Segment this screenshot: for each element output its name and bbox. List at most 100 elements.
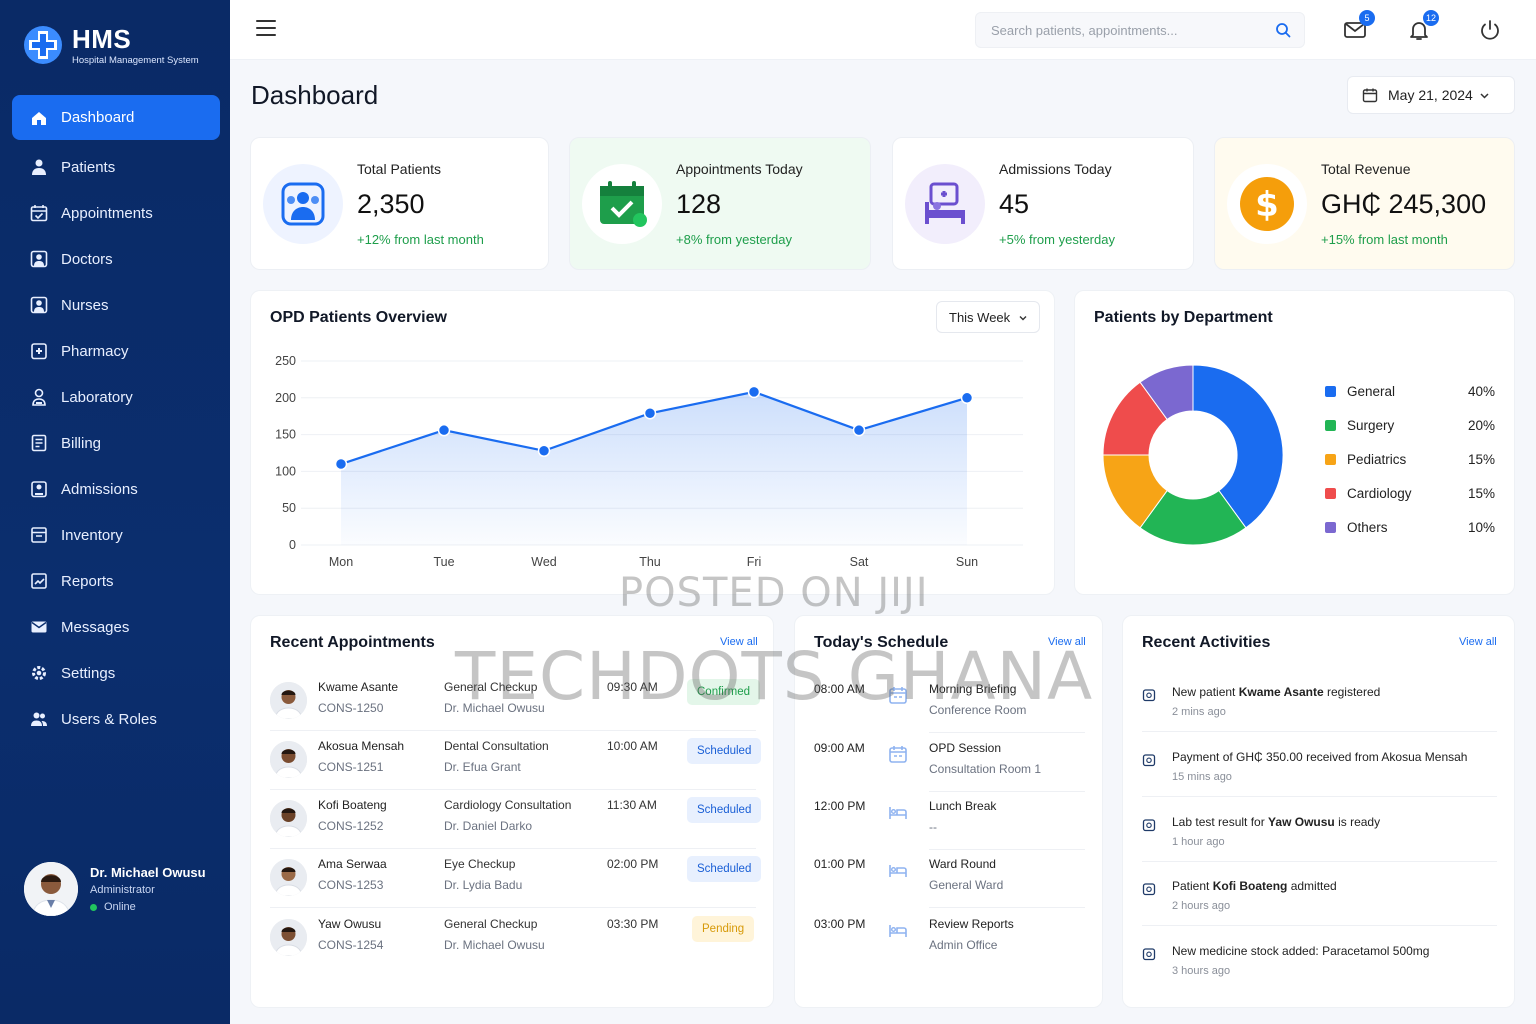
x-tick-label: Fri: [747, 555, 762, 569]
stat-card-admissions-today[interactable]: Admissions Today 45 +5% from yesterday: [892, 137, 1194, 270]
power-icon[interactable]: [1478, 18, 1502, 42]
legend-label: Others: [1347, 519, 1388, 535]
activity-time: 15 mins ago: [1172, 771, 1232, 783]
sidebar-item-patients[interactable]: Patients: [12, 144, 220, 190]
schedule-item[interactable]: 03:00 PM Review Reports Admin Office: [814, 917, 1089, 975]
schedule-item[interactable]: 12:00 PM Lunch Break --: [814, 799, 1089, 857]
sidebar-item-messages[interactable]: Messages: [12, 604, 220, 650]
sidebar-item-laboratory[interactable]: Laboratory: [12, 374, 220, 420]
activity-text: Lab test result for Yaw Owusu is ready: [1172, 815, 1380, 829]
topbar: 5 12: [230, 0, 1536, 60]
schedule-item[interactable]: 09:00 AM OPD Session Consultation Room 1: [814, 741, 1089, 799]
patients-group-icon: [263, 163, 343, 244]
sidebar-item-dashboard[interactable]: Dashboard: [12, 95, 220, 140]
sidebar-item-doctors[interactable]: Doctors: [12, 236, 220, 282]
appointment-id: CONS-1252: [318, 819, 384, 833]
appointment-row[interactable]: Yaw Owusu CONS-1254 General Checkup Dr. Mic…: [270, 916, 760, 976]
activity-text-post: is ready: [1334, 815, 1381, 829]
sidebar-item-admissions[interactable]: Admissions: [12, 466, 220, 512]
legend-swatch: [1325, 385, 1336, 397]
stat-value: 128: [676, 188, 722, 219]
patient-name[interactable]: Yaw Owusu: [318, 917, 382, 931]
schedule-item[interactable]: 08:00 AM Morning Briefing Conference Room: [814, 682, 1089, 740]
appointment-type: Dental Consultation: [444, 739, 549, 753]
activity-text-post: registered: [1323, 685, 1381, 699]
department-legend: General 40% Surgery 20% Pediatrics 15% Cardiol…: [1325, 374, 1495, 544]
stat-card-total-revenue[interactable]: $ Total Revenue GH₵ 245,300 +15% from la…: [1214, 137, 1515, 270]
user-profile[interactable]: Dr. Michael Owusu Administrator Online: [24, 862, 206, 916]
y-tick-label: 100: [275, 464, 296, 478]
activities-view-all-link[interactable]: View all: [1459, 636, 1497, 648]
donut-slice-others[interactable]: [1139, 364, 1194, 421]
patient-name[interactable]: Kwame Asante: [318, 680, 399, 694]
activity-time: 2 hours ago: [1172, 900, 1231, 912]
week-select[interactable]: This Week: [936, 301, 1040, 333]
sidebar-item-label: Settings: [61, 664, 116, 682]
activity-time: 3 hours ago: [1172, 965, 1231, 977]
lab-icon: [32, 388, 46, 406]
activity-time: 1 hour ago: [1172, 836, 1225, 848]
patient-name[interactable]: Akosua Mensah: [318, 739, 405, 753]
bell-icon[interactable]: 12: [1407, 10, 1439, 42]
profile-status-label: Online: [104, 901, 136, 913]
row-divider: [270, 789, 756, 790]
doctor-name: Dr. Lydia Badu: [444, 878, 523, 892]
sidebar-item-pharmacy[interactable]: Pharmacy: [12, 328, 220, 374]
schedule-view-all-link[interactable]: View all: [1048, 636, 1086, 648]
week-select-value: This Week: [949, 309, 1011, 325]
hospital-bed-icon: [905, 163, 985, 244]
donut-slice-general[interactable]: [1192, 364, 1284, 529]
appointment-row[interactable]: Kwame Asante CONS-1250 General Checkup Dr. …: [270, 679, 761, 739]
sidebar-item-reports[interactable]: Reports: [12, 558, 220, 604]
appointments-view-all-link[interactable]: View all: [720, 636, 758, 648]
appointment-type: Eye Checkup: [444, 857, 516, 871]
legend-swatch: [1325, 419, 1336, 431]
sidebar-item-inventory[interactable]: Inventory: [12, 512, 220, 558]
schedule-title: Ward Round: [929, 857, 996, 871]
patient-name[interactable]: Ama Serwaa: [318, 857, 387, 871]
appointment-time: 02:00 PM: [607, 857, 659, 871]
legend-value: 40%: [1467, 383, 1495, 399]
search-icon[interactable]: [1275, 22, 1291, 38]
x-tick-label: Sat: [850, 555, 869, 569]
patient-name[interactable]: Kofi Boateng: [318, 798, 387, 812]
sidebar-item-settings[interactable]: Settings: [12, 650, 220, 696]
data-point-tue[interactable]: [437, 423, 451, 437]
search-input[interactable]: [976, 13, 1266, 47]
date-picker[interactable]: May 21, 2024: [1347, 76, 1515, 114]
user-icon: [32, 159, 46, 175]
menu-icon[interactable]: [256, 20, 276, 38]
appointment-row[interactable]: Akosua Mensah CONS-1251 Dental Consultatio…: [270, 738, 762, 798]
mail-icon[interactable]: 5: [1343, 10, 1375, 42]
legend-value: 15%: [1467, 451, 1495, 467]
activity-text-pre: Lab test result for: [1172, 815, 1269, 829]
brand[interactable]: HMS Hospital Management System: [22, 24, 199, 66]
appointment-time: 03:30 PM: [607, 917, 659, 931]
data-point-fri[interactable]: [747, 385, 761, 399]
data-point-mon[interactable]: [334, 457, 348, 471]
sidebar-item-label: Reports: [61, 572, 114, 590]
sidebar-item-billing[interactable]: Billing: [12, 420, 220, 466]
sidebar-item-users-roles[interactable]: Users & Roles: [12, 696, 220, 742]
activity-text: Payment of GH₵ 350.00 received from Akos…: [1172, 750, 1467, 764]
data-point-thu[interactable]: [643, 407, 657, 420]
stat-card-total-patients[interactable]: Total Patients 2,350 +12% from last mont…: [250, 137, 549, 270]
schedule-item[interactable]: 01:00 PM Ward Round General Ward: [814, 857, 1089, 915]
sidebar-item-appointments[interactable]: Appointments: [12, 190, 220, 236]
data-point-wed[interactable]: [537, 444, 551, 458]
appointment-row[interactable]: Ama Serwaa CONS-1253 Eye Checkup Dr. Lydia …: [270, 856, 762, 916]
sidebar-item-label: Nurses: [61, 296, 109, 314]
appointment-time: 11:30 AM: [607, 798, 657, 812]
appointment-row[interactable]: Kofi Boateng CONS-1252 Cardiology Consulta…: [270, 797, 762, 857]
stat-card-appointments-today[interactable]: Appointments Today 128 +8% from yesterda…: [569, 137, 871, 270]
profile-status: Online: [90, 901, 206, 913]
sidebar-item-nurses[interactable]: Nurses: [12, 282, 220, 328]
data-point-sun[interactable]: [960, 391, 974, 405]
pharmacy-icon: [31, 343, 47, 360]
row-divider: [929, 849, 1085, 850]
appointment-time: 10:00 AM: [607, 739, 658, 753]
data-point-sat[interactable]: [852, 423, 866, 437]
appointment-id: CONS-1253: [318, 878, 384, 892]
chevron-down-icon: [1019, 316, 1027, 321]
legend-label: Surgery: [1347, 417, 1395, 433]
